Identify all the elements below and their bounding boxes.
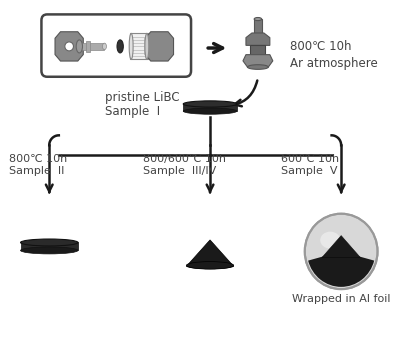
Polygon shape	[145, 32, 174, 61]
Ellipse shape	[305, 214, 378, 289]
Text: Sample  II: Sample II	[9, 166, 64, 176]
Ellipse shape	[145, 33, 149, 59]
Text: 600℃ 10h: 600℃ 10h	[281, 154, 339, 164]
Text: 800/600℃ 10h: 800/600℃ 10h	[143, 154, 226, 164]
Ellipse shape	[129, 33, 133, 59]
Polygon shape	[86, 41, 90, 52]
Polygon shape	[183, 104, 237, 111]
Ellipse shape	[20, 239, 78, 246]
Polygon shape	[254, 19, 262, 33]
FancyBboxPatch shape	[42, 14, 191, 77]
Text: Sample  I: Sample I	[105, 105, 160, 118]
Ellipse shape	[102, 43, 106, 50]
Polygon shape	[243, 55, 273, 67]
Ellipse shape	[320, 232, 340, 248]
Text: Sample  III/IV: Sample III/IV	[143, 166, 216, 176]
Ellipse shape	[183, 101, 237, 107]
Ellipse shape	[20, 247, 78, 254]
Ellipse shape	[76, 40, 82, 53]
Ellipse shape	[117, 40, 123, 53]
Ellipse shape	[186, 262, 234, 269]
Text: Sample  V: Sample V	[281, 166, 337, 176]
Polygon shape	[322, 236, 360, 257]
Polygon shape	[20, 242, 78, 251]
Text: 800℃ 10h: 800℃ 10h	[9, 154, 67, 164]
Text: 800℃ 10h
Ar atmosphere: 800℃ 10h Ar atmosphere	[290, 40, 378, 70]
Polygon shape	[186, 240, 234, 266]
Wedge shape	[308, 251, 374, 287]
Ellipse shape	[183, 108, 237, 114]
Text: pristine LiBC: pristine LiBC	[105, 91, 179, 104]
Polygon shape	[79, 43, 104, 50]
Ellipse shape	[65, 42, 74, 51]
Polygon shape	[246, 33, 270, 45]
Polygon shape	[250, 45, 265, 55]
Ellipse shape	[248, 65, 268, 69]
Polygon shape	[55, 32, 83, 61]
Text: Wrapped in Al foil: Wrapped in Al foil	[292, 294, 390, 304]
Ellipse shape	[254, 17, 262, 21]
Polygon shape	[130, 33, 148, 59]
Ellipse shape	[186, 263, 234, 269]
